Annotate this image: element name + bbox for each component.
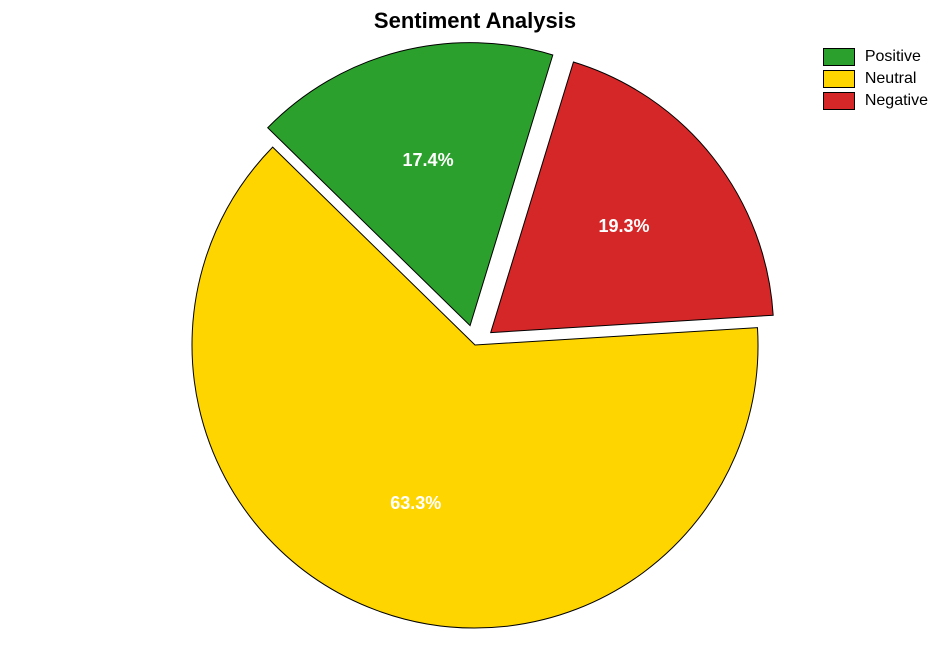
legend-item-neutral: Neutral bbox=[823, 70, 928, 88]
legend-swatch-negative bbox=[823, 92, 855, 110]
legend-item-negative: Negative bbox=[823, 92, 928, 110]
legend-label-negative: Negative bbox=[865, 92, 928, 110]
legend-label-positive: Positive bbox=[865, 48, 921, 66]
legend-item-positive: Positive bbox=[823, 48, 928, 66]
legend: Positive Neutral Negative bbox=[823, 48, 928, 114]
slice-label: 19.3% bbox=[599, 216, 650, 236]
legend-label-neutral: Neutral bbox=[865, 70, 917, 88]
legend-swatch-positive bbox=[823, 48, 855, 66]
pie-chart: 17.4% 63.3% 19.3% bbox=[0, 40, 950, 640]
slice-label: 17.4% bbox=[403, 150, 454, 170]
chart-title: Sentiment Analysis bbox=[0, 8, 950, 34]
legend-swatch-neutral bbox=[823, 70, 855, 88]
chart-container: Sentiment Analysis 17.4% 63.3% 19.3% Posit… bbox=[0, 0, 950, 662]
slice-label: 63.3% bbox=[390, 493, 441, 513]
